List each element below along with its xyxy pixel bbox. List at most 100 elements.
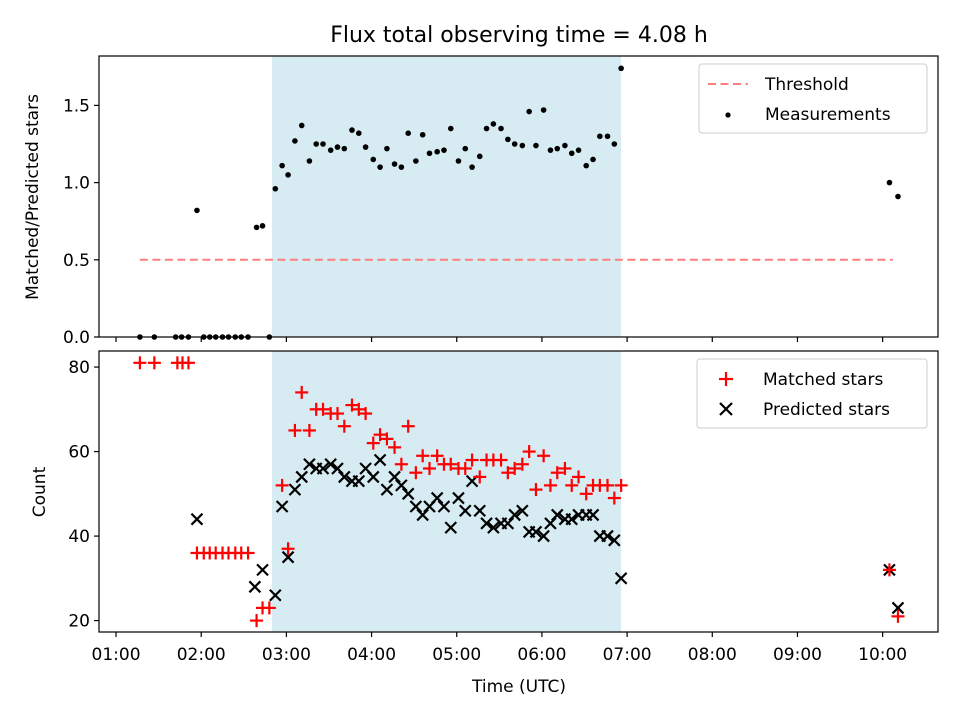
matched-star-point [352,402,366,416]
measurement-point [498,125,504,132]
legend-top-box [698,63,928,134]
predicted-star-point [529,525,543,539]
panel-count-xtick-label: 08:00 [688,645,737,665]
predicted-star-point [275,500,289,513]
measurement-point [426,150,433,157]
measurement-point [604,133,611,140]
matched-star-point [891,609,905,623]
measurement-point [490,121,497,127]
legend-predicted-label: Predicted stars [763,400,890,420]
panel-count-xtick-label: 07:00 [603,645,652,665]
matched-star-point [345,398,359,412]
panel-count-shaded-span [271,351,622,632]
predicted-star-point [501,517,515,530]
matched-star-point [288,423,302,437]
panel-count-xaxis: 01:00 02:00 03:00 04:00 05:00 06:00 07:00 08:00… [92,632,907,665]
matched-star-point [330,407,344,421]
measurement-point [327,147,334,153]
panel-ratio-ytick-label: 1.0 [63,174,90,194]
measurement-point [583,162,590,169]
predicted-star-point [487,521,500,534]
panel-count-xtick-label: 05:00 [432,645,481,665]
matched-star-point [543,478,557,492]
measurement-point [313,141,320,147]
measurement-point [511,141,518,147]
predicted-star-point [444,521,458,534]
predicted-star-point [401,487,415,501]
predicted-star-point [303,457,316,471]
measurement-point [590,156,596,163]
matched-stars-series [133,356,905,628]
predicted-star-point [601,529,614,543]
measurement-point [377,164,383,170]
predicted-star-point [388,470,401,484]
measurement-point [320,141,326,147]
predicted-star-point [473,504,487,518]
predicted-star-point [338,470,351,484]
matched-star-point [529,483,543,497]
measurement-point [285,172,291,178]
predicted-star-point [586,508,600,522]
legend-matched-label: Matched stars [763,370,883,390]
matched-star-point [275,478,289,492]
predicted-star-point [452,491,465,505]
predicted-star-point [516,504,529,518]
matched-star-point [882,563,896,577]
predicted-star-point [430,491,444,505]
matched-star-point [444,457,458,471]
legend-matched-swatch [719,372,733,386]
measurement-point [519,142,526,149]
predicted-star-point [331,462,344,475]
measurement-point [447,125,454,132]
predicted-star-point [614,572,628,585]
legend-measurements-label: Measurements [765,105,891,125]
matched-star-point [302,423,316,437]
matched-star-point [458,461,472,475]
matched-star-point [316,402,330,416]
measurement-point [618,65,624,72]
measurement-point [434,148,440,155]
panel-count-ytick-label: 80 [68,358,90,378]
predicted-star-point [288,483,302,496]
measurement-point [547,147,554,153]
predicted-star-point [395,479,408,492]
measurement-point [455,158,462,164]
matched-star-point [416,449,430,463]
matched-star-point [366,436,380,450]
panel-ratio-ytick-label: 0.0 [63,328,90,348]
panel-count-xtick-label: 10:00 [858,645,907,665]
panel-ratio-shaded-span [271,56,622,337]
panel-ratio-ytick-label: 1.5 [63,96,90,116]
predicted-stars-series [190,453,905,615]
legend-bottom: Matched stars Predicted stars [696,358,928,429]
measurement-point [568,150,575,157]
measurement-point [306,158,313,164]
panel-count-ytick-label: 40 [68,527,90,547]
panel-count-frame [98,350,939,633]
measurement-point [895,193,901,200]
legend-threshold-label: Threshold [764,75,849,95]
predicted-star-point [352,474,366,488]
measurement-point [413,158,419,164]
predicted-star-point [480,517,493,530]
predicted-star-point [380,483,394,496]
matched-star-point [607,491,621,505]
matched-star-point [181,356,195,370]
legend-top: Threshold Measurements [698,63,928,134]
predicted-star-point [248,580,262,594]
panel-count-xtick-label: 09:00 [773,645,822,665]
measurement-point [554,145,561,152]
panel-count-xtick-label: 01:00 [92,645,141,665]
predicted-star-point [366,470,380,484]
matched-star-point [359,407,373,421]
measurement-point [384,145,390,152]
panel-count-ylabel: Count [30,466,50,517]
predicted-star-point [295,470,309,484]
panel-ratio: 0.0 0.5 1.0 1.5 Matched/Predicted stars Thr… [23,55,939,348]
matched-star-point [250,614,264,628]
measurement-point [562,142,568,149]
predicted-star-point [437,500,451,513]
measurement-point [597,133,603,140]
